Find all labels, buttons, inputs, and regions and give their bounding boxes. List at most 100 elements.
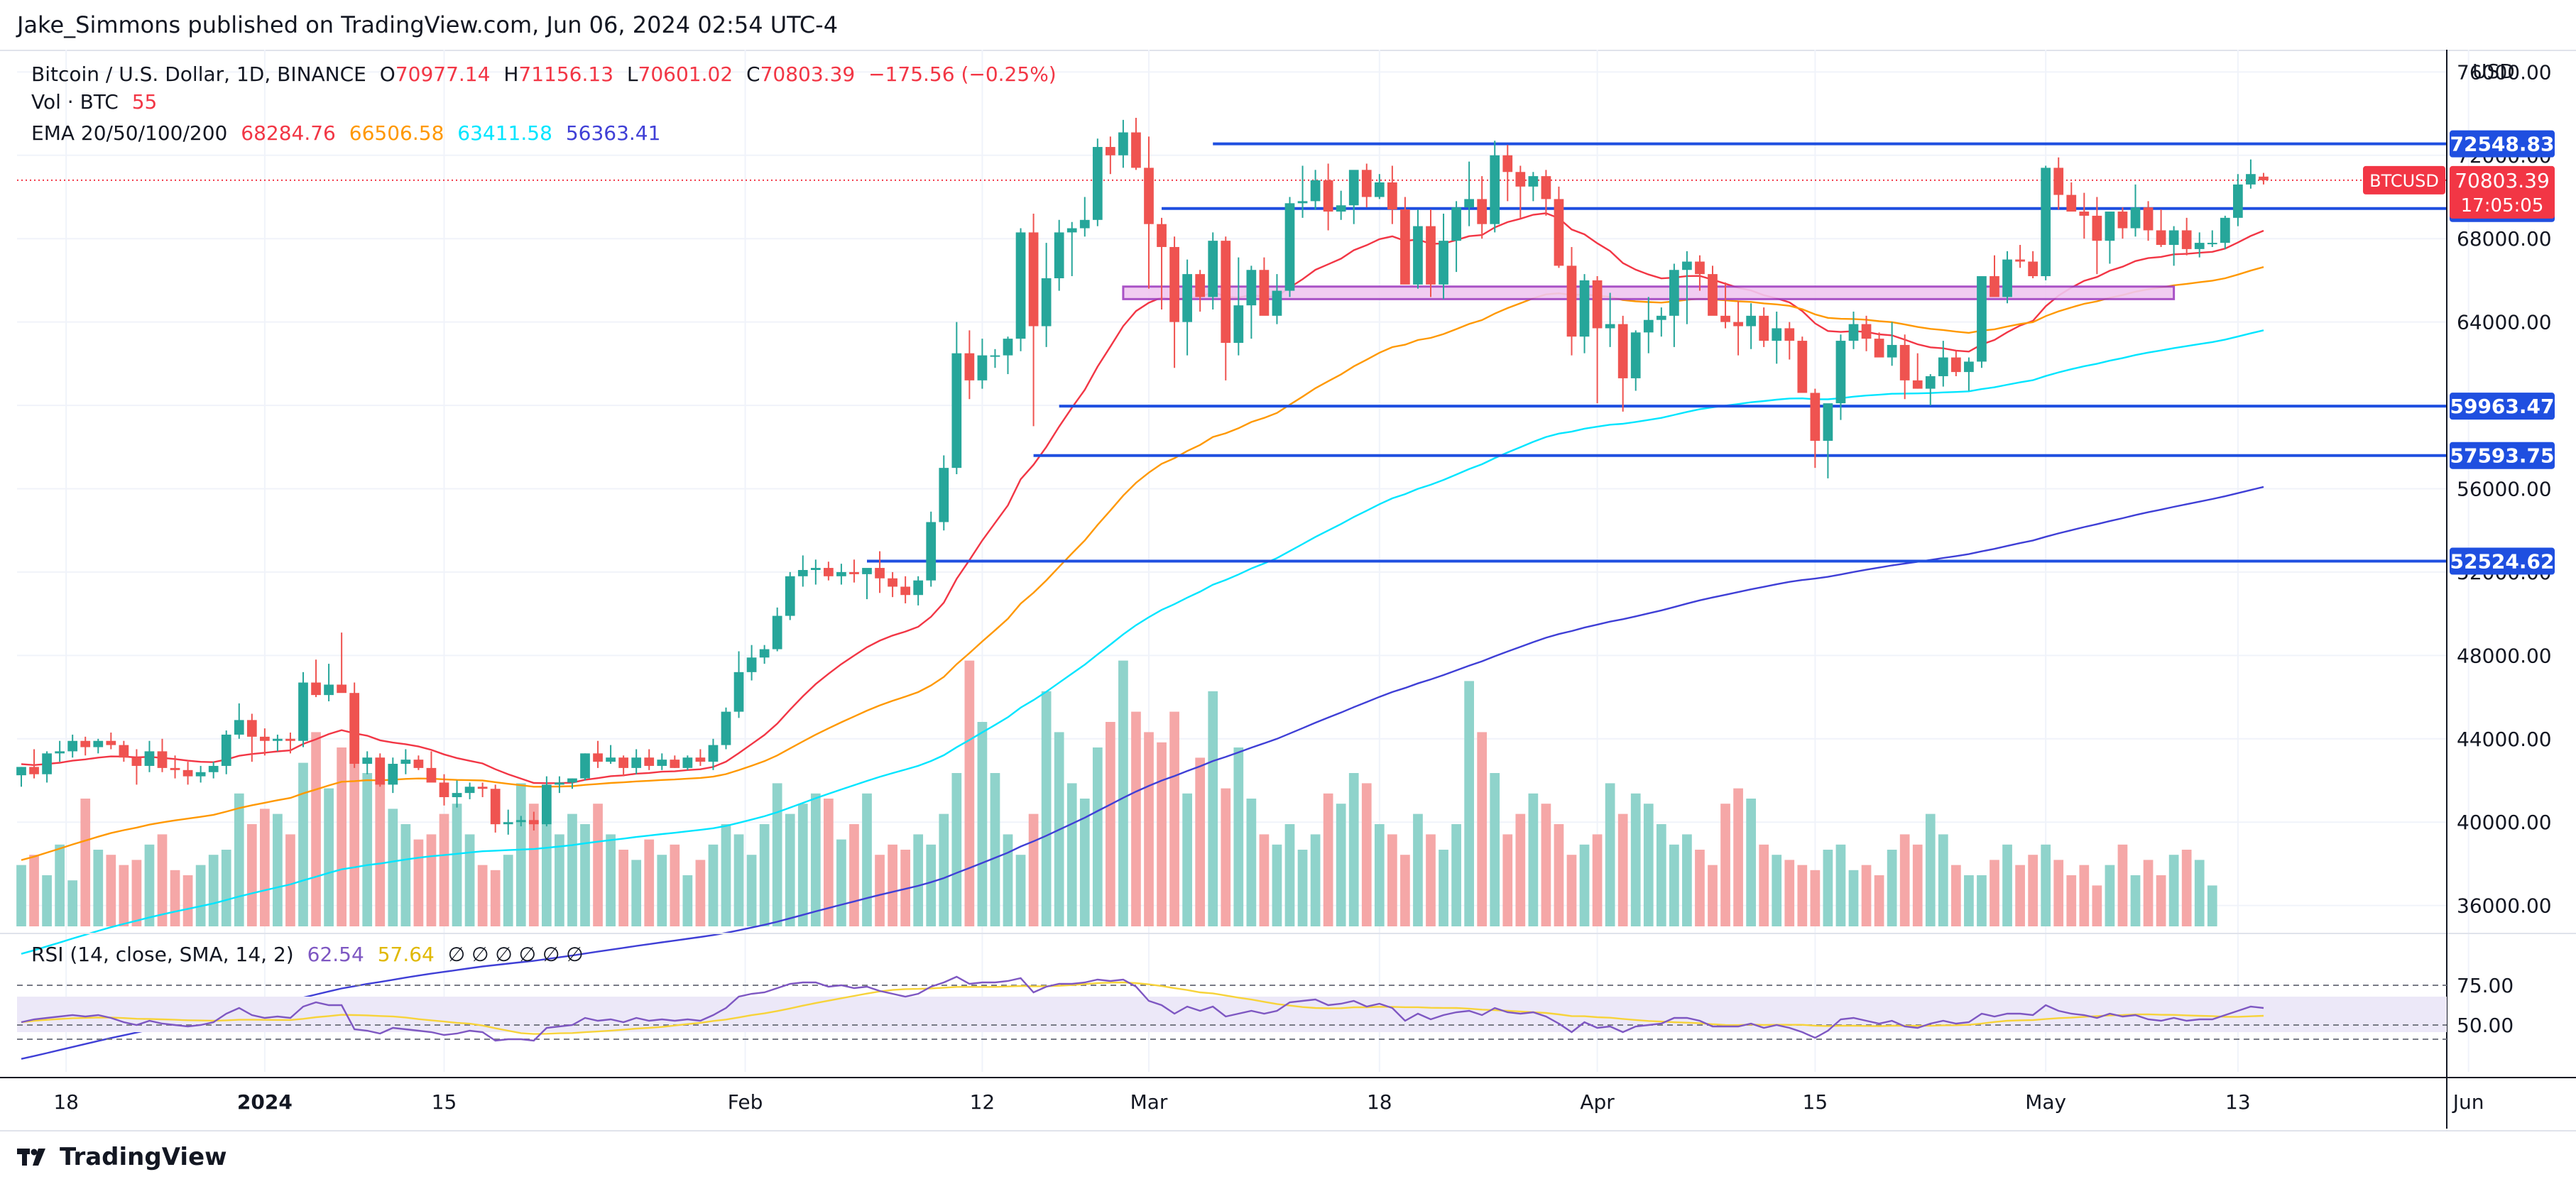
volume-bar: [55, 844, 65, 926]
candle: [1592, 276, 1603, 404]
candle-body: [2028, 261, 2038, 277]
candle-body: [1669, 270, 1679, 316]
candle: [2053, 157, 2064, 210]
volume-bar: [1784, 860, 1795, 926]
volume-bar: [695, 860, 706, 926]
candle-body: [106, 740, 116, 745]
candle-body: [2143, 207, 2154, 231]
volume-bar: [260, 809, 270, 926]
candle-body: [490, 789, 501, 825]
candle: [1464, 161, 1474, 226]
candle: [1566, 246, 1577, 356]
candle: [388, 757, 398, 794]
volume-bar: [1066, 783, 1077, 926]
candle-body: [875, 568, 885, 579]
volume-bar: [1015, 855, 1026, 926]
legend-high-label: H: [503, 62, 519, 86]
candle: [733, 651, 744, 718]
candle-body: [746, 657, 757, 672]
volume-bar: [1656, 824, 1666, 926]
candle-body: [528, 820, 539, 825]
candle-body: [1259, 270, 1270, 316]
volume-bar: [1439, 850, 1448, 926]
x-tick-label: 18: [53, 1090, 79, 1114]
candle-body: [2053, 168, 2064, 195]
volume-bar: [2053, 860, 2064, 926]
volume-bar: [1490, 773, 1500, 926]
candle-body: [708, 745, 719, 762]
legend-high: 71156.13: [518, 62, 614, 86]
candle-body: [2233, 184, 2243, 218]
candle: [464, 782, 475, 799]
candle: [298, 672, 308, 747]
candle: [1682, 251, 1692, 324]
legend-open-label: O: [379, 62, 395, 86]
legend-ema: EMA 20/50/100/200 68284.76 66506.58 6341…: [31, 121, 667, 145]
candle: [1977, 276, 1987, 368]
volume-bar: [490, 870, 501, 926]
volume-bar: [1297, 850, 1308, 926]
level-price-label-bg: [2450, 442, 2555, 469]
candle: [144, 740, 155, 772]
candle-body: [426, 767, 437, 783]
candle: [503, 809, 513, 835]
candle-body: [849, 571, 859, 574]
rsi-label[interactable]: RSI (14, close, SMA, 14, 2): [31, 943, 294, 966]
horizontal-levels: [867, 142, 2447, 563]
legend-symbol[interactable]: Bitcoin / U.S. Dollar, 1D, BINANCE: [31, 62, 366, 86]
candle: [1426, 209, 1436, 297]
candle-body: [1733, 322, 1743, 327]
candle-body: [362, 757, 373, 765]
volume-bars: [16, 660, 2217, 926]
candle: [1413, 209, 1423, 289]
btcusd-chart[interactable]: USD76000.0072000.0068000.0064000.0060000…: [0, 50, 2576, 1129]
candle-body: [657, 760, 667, 766]
volume-bar: [2015, 865, 2025, 926]
candle: [1131, 117, 1141, 170]
candle: [888, 571, 897, 598]
candle: [1246, 265, 1257, 339]
candle: [1348, 170, 1359, 224]
candle-body: [93, 740, 104, 747]
volume-bar: [1887, 850, 1897, 926]
volume-bar: [439, 813, 449, 926]
candle-body: [1746, 315, 1756, 327]
volume-bar: [375, 783, 386, 926]
rsi-line: [21, 975, 2264, 1042]
candle: [1746, 303, 1756, 349]
publication-info: Jake_Simmons published on TradingView.co…: [17, 11, 839, 38]
candle-body: [836, 571, 846, 576]
ema20-line: [21, 212, 2264, 784]
volume-bar: [1938, 834, 1948, 926]
volume-bar: [1925, 813, 1936, 926]
volume-bar: [464, 834, 475, 926]
candle: [2079, 192, 2090, 239]
candle: [1310, 170, 1321, 210]
candle: [2105, 212, 2115, 264]
candle-body: [1028, 232, 1039, 327]
candle: [990, 349, 1000, 368]
volume-bar: [311, 732, 321, 926]
candle-body: [1092, 147, 1103, 220]
volume-bar: [1400, 855, 1410, 926]
volume-bar: [1131, 711, 1141, 926]
candle-body: [785, 576, 795, 616]
candle-body: [413, 760, 424, 768]
volume-bar: [555, 834, 564, 926]
volume-bar: [413, 839, 424, 926]
candle: [900, 576, 910, 603]
legend-close: 70803.39: [760, 62, 856, 86]
candle: [93, 738, 104, 754]
volume-bar: [721, 824, 731, 926]
legend-volume: Vol · BTC 55: [31, 90, 164, 114]
candle: [593, 740, 603, 768]
candle: [1899, 334, 1910, 400]
volume-bar: [2092, 885, 2102, 926]
y-tick-label: 56000.00: [2457, 478, 2552, 501]
tradingview-footer[interactable]: TradingView: [17, 1143, 227, 1171]
ema-label[interactable]: EMA 20/50/100/200: [31, 121, 228, 145]
candle: [1784, 322, 1795, 360]
candle: [439, 774, 449, 806]
volume-label[interactable]: Vol · BTC: [31, 90, 119, 114]
candle-body: [1656, 315, 1666, 320]
